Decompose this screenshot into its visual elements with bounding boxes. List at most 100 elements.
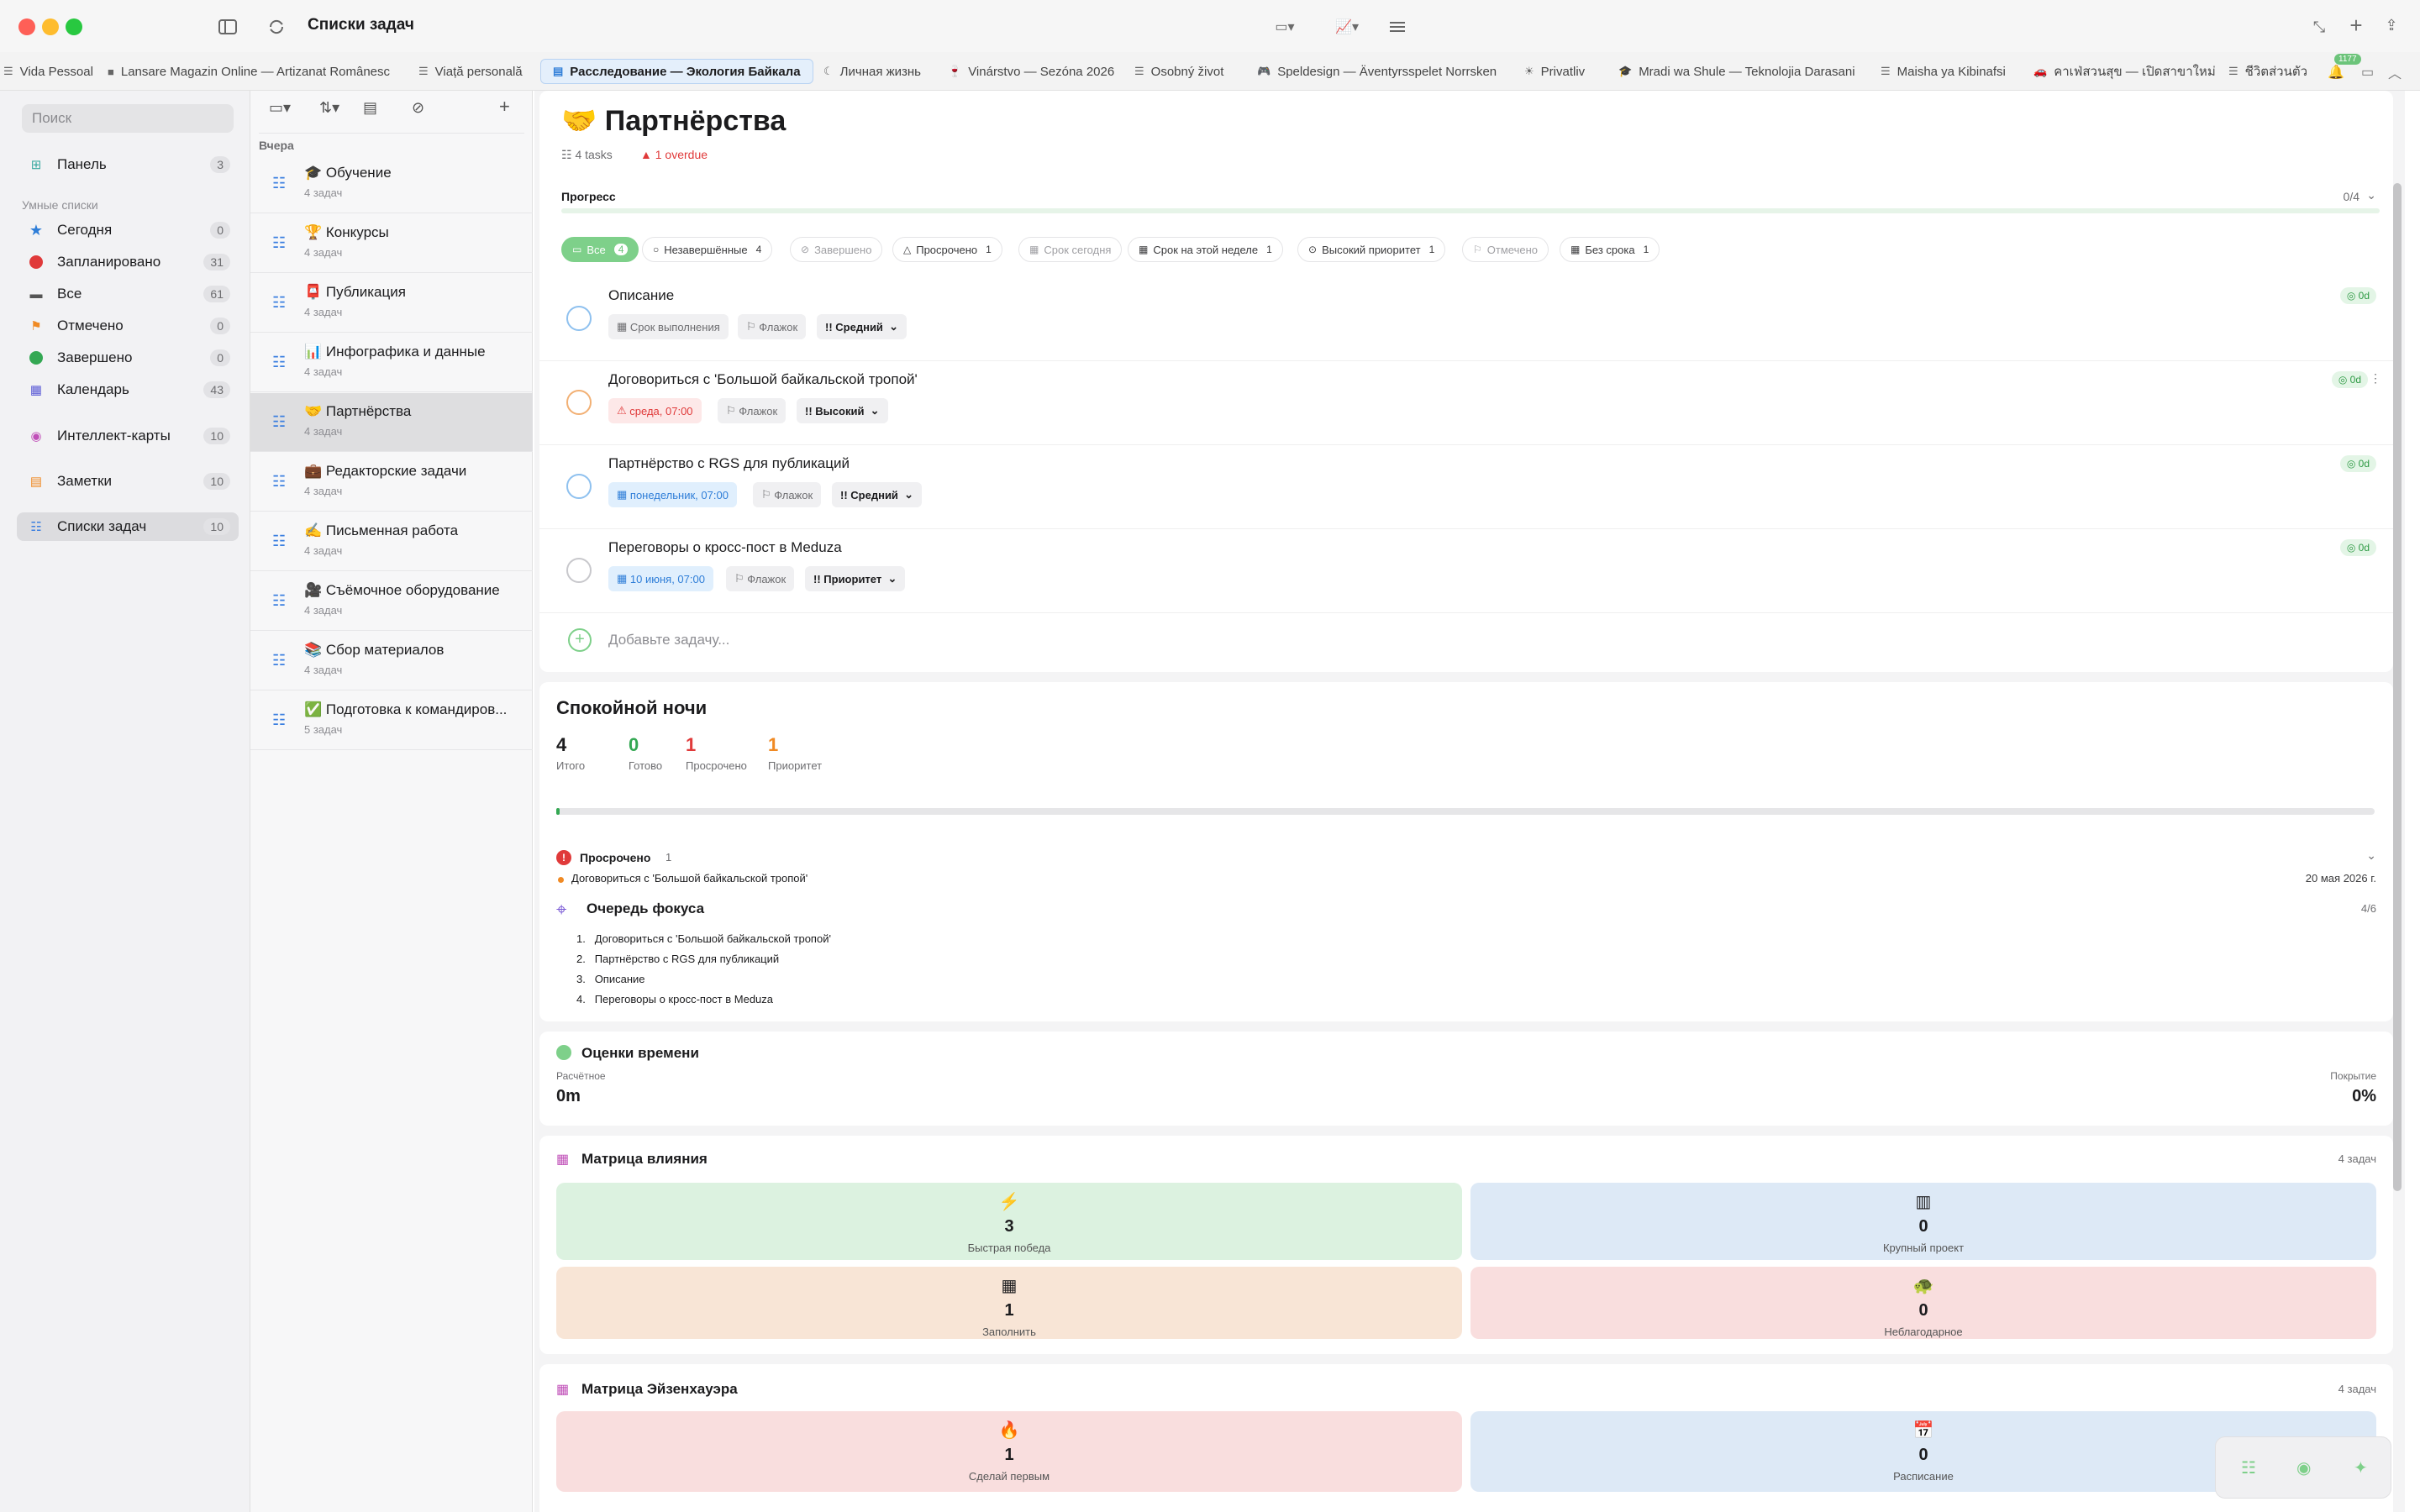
add-task-icon[interactable]: + xyxy=(568,628,592,652)
list-item[interactable]: ☷ 📊 Инфографика и данные 4 задач xyxy=(250,333,533,392)
overdue-task-item[interactable]: Договориться с 'Большой байкальской троп… xyxy=(571,872,808,885)
due-date-pill[interactable]: ▦ понедельник, 07:00 xyxy=(608,482,737,507)
sidebar-item-calendar[interactable]: ▦ Календарь 43 xyxy=(17,375,239,404)
list-item[interactable]: ☷ 🎓 Обучение 4 задач xyxy=(250,155,533,213)
fullscreen-icon[interactable]: ⤡ xyxy=(2312,18,2326,35)
priority-select[interactable]: !! Приоритет ⌄ xyxy=(805,566,906,591)
flag-pill[interactable]: ⚐ Флажок xyxy=(718,398,786,423)
priority-select[interactable]: !! Средний ⌄ xyxy=(832,482,923,507)
task-row[interactable]: Переговоры о кросс-пост в Meduza ▦ 10 ию… xyxy=(539,529,2393,613)
chevron-up-icon[interactable]: ︿ xyxy=(2388,67,2402,81)
share-icon[interactable]: ⇪ xyxy=(2385,16,2398,34)
sidebar-item-panel[interactable]: ⊞ Панель 3 xyxy=(17,150,239,179)
group-view-icon[interactable]: ▤ xyxy=(363,99,378,116)
due-date-pill[interactable]: ▦ Срок выполнения xyxy=(608,314,729,339)
zoom-window-button[interactable] xyxy=(66,18,82,35)
filter-chip-all[interactable]: ▭ Все 4 xyxy=(561,237,639,262)
tab-lichnaya-zhizn[interactable]: ☾ Личная жизнь xyxy=(823,64,921,79)
tab-chiwit[interactable]: ☰ ชีวิตส่วนตัว xyxy=(2228,65,2307,79)
due-date-pill[interactable]: ⚠ среда, 07:00 xyxy=(608,398,702,423)
quadrant-do-first[interactable]: 🔥 1 Сделай первым xyxy=(556,1411,1462,1492)
bell-icon[interactable]: 🔔 xyxy=(2328,66,2344,80)
priority-select[interactable]: !! Средний ⌄ xyxy=(817,314,908,339)
task-row[interactable]: Договориться с 'Большой байкальской троп… xyxy=(539,361,2393,445)
task-checkbox[interactable] xyxy=(566,306,592,331)
tab-cafe[interactable]: 🚗 คาเฟ่สวนสุข — เปิดสาขาใหม่ xyxy=(2033,65,2216,79)
add-list-icon[interactable]: + xyxy=(499,96,510,117)
scrollbar[interactable] xyxy=(2393,183,2402,1191)
filter-chip-no-due[interactable]: ▦ Без срока 1 xyxy=(1560,237,1660,262)
quadrant-fill-in[interactable]: ▦ 1 Заполнить xyxy=(556,1267,1462,1339)
sidebar-item-tasklists[interactable]: ☷ Списки задач 10 xyxy=(17,512,239,541)
priority-select[interactable]: !! Высокий ⌄ xyxy=(797,398,888,423)
sidebar-item-completed[interactable]: Завершено 0 xyxy=(17,344,239,372)
more-icon[interactable]: ⋮ xyxy=(2370,371,2381,385)
sidebar-toggle-icon[interactable] xyxy=(215,15,240,39)
tab-osobny-zivot[interactable]: ☰ Osobný život xyxy=(1134,64,1224,79)
filter-chip-due-this-week[interactable]: ▦ Срок на этой неделе 1 xyxy=(1128,237,1283,262)
filter-chip-flagged[interactable]: ⚐ Отмечено xyxy=(1462,237,1549,262)
focus-item[interactable]: 2. Партнёрство с RGS для публикаций xyxy=(576,953,780,965)
tab-maisha[interactable]: ☰ Maisha ya Kibinafsi xyxy=(1881,64,2006,79)
focus-item[interactable]: 3. Описание xyxy=(576,973,645,985)
tab-baikal-ecology[interactable]: ▤ Расследование — Экология Байкала xyxy=(540,59,813,84)
tab-vinarstvo[interactable]: 🍷 Vinárstvo — Sezóna 2026 xyxy=(948,64,1115,79)
filter-chip-incomplete[interactable]: ○ Незавершённые 4 xyxy=(642,237,773,262)
task-row[interactable]: Описание ▦ Срок выполнения ⚐ Флажок !! С… xyxy=(539,277,2393,361)
brain-icon[interactable]: ◉ xyxy=(2296,1459,2312,1478)
filter-chip-due-today[interactable]: ▦ Срок сегодня xyxy=(1018,237,1123,262)
flag-pill[interactable]: ⚐ Флажок xyxy=(738,314,807,339)
tab-speldesign[interactable]: 🎮 Speldesign — Äventyrsspelet Norrsken xyxy=(1257,64,1497,79)
sync-icon[interactable] xyxy=(264,15,289,39)
sidebar-item-scheduled[interactable]: Запланировано 31 xyxy=(17,248,239,276)
task-title[interactable]: Переговоры о кросс-пост в Meduza xyxy=(608,539,842,555)
sort-menu-icon[interactable]: ⇅▾ xyxy=(319,99,340,116)
filter-chip-high-priority[interactable]: ⊙ Высокий приоритет 1 xyxy=(1297,237,1446,262)
tab-lansare-magazin[interactable]: ■ Lansare Magazin Online — Artizanat Româ… xyxy=(108,64,391,79)
tab-mradi-wa-shule[interactable]: 🎓 Mradi wa Shule — Teknolojia Darasani xyxy=(1618,64,1855,79)
list-item[interactable]: ☷ 📚 Сбор материалов 4 задач xyxy=(250,632,533,690)
view-mode-icon[interactable]: ▭▾ xyxy=(1275,20,1295,34)
task-checkbox[interactable] xyxy=(566,558,592,583)
task-row[interactable]: Партнёрство с RGS для публикаций ▦ понед… xyxy=(539,445,2393,529)
chevron-down-icon[interactable]: ⌄ xyxy=(2366,848,2376,862)
magic-wand-icon[interactable]: ✦ xyxy=(2354,1459,2368,1478)
quadrant-quick-win[interactable]: ⚡ 3 Быстрая победа xyxy=(556,1183,1462,1260)
flag-pill[interactable]: ⚐ Флажок xyxy=(726,566,795,591)
sidebar-item-today[interactable]: ★ Сегодня 0 xyxy=(17,216,239,244)
progress-value[interactable]: 0/4 xyxy=(2343,190,2360,203)
sidebar-item-notes[interactable]: ▤ Заметки 10 xyxy=(17,467,239,496)
panel-icon[interactable]: ▭ xyxy=(2361,66,2375,80)
minimize-window-button[interactable] xyxy=(42,18,59,35)
tab-vida-pessoal[interactable]: ☰ Vida Pessoal xyxy=(3,64,93,79)
completed-toggle-icon[interactable]: ⊘ xyxy=(412,99,425,116)
chart-icon[interactable]: 📈▾ xyxy=(1335,20,1359,34)
quadrant-major-project[interactable]: ▥ 0 Крупный проект xyxy=(1470,1183,2376,1260)
sidebar-item-mindmaps[interactable]: ◉ Интеллект-карты 10 xyxy=(17,422,239,450)
focus-item[interactable]: 1. Договориться с 'Большой байкальской т… xyxy=(576,932,831,945)
list-item[interactable]: ☷ 📮 Публикация 4 задач xyxy=(250,274,533,333)
list-item-selected[interactable]: ☷ 🤝 Партнёрства 4 задач xyxy=(250,393,533,452)
list-item[interactable]: ☷ ✍️ Письменная работа 4 задач xyxy=(250,512,533,571)
search-input[interactable]: Поиск xyxy=(22,104,234,133)
add-icon[interactable]: + xyxy=(2349,12,2363,38)
list-item[interactable]: ☷ 💼 Редакторские задачи 4 задач xyxy=(250,453,533,512)
task-title[interactable]: Договориться с 'Большой байкальской троп… xyxy=(608,371,918,387)
tab-privatliv[interactable]: ☀ Privatliv xyxy=(1524,64,1586,79)
filter-chip-completed[interactable]: ⊘ Завершено xyxy=(790,237,883,262)
chevron-down-icon[interactable]: ⌄ xyxy=(2366,188,2376,202)
add-task-input[interactable]: Добавьте задачу... xyxy=(608,632,730,648)
sidebar-item-all[interactable]: ▬ Все 61 xyxy=(17,280,239,308)
archive-menu-icon[interactable]: ▭▾ xyxy=(269,99,292,116)
task-title[interactable]: Партнёрство с RGS для публикаций xyxy=(608,455,850,471)
checklist-icon[interactable]: ☷ xyxy=(2241,1459,2256,1478)
flag-pill[interactable]: ⚐ Флажок xyxy=(753,482,822,507)
focus-item[interactable]: 4. Переговоры о кросс-пост в Meduza xyxy=(576,993,774,1005)
list-item[interactable]: ☷ ✅ Подготовка к командиров... 5 задач xyxy=(250,691,533,750)
list-item[interactable]: ☷ 🏆 Конкурсы 4 задач xyxy=(250,214,533,273)
filter-chip-overdue[interactable]: △ Просрочено 1 xyxy=(892,237,1002,262)
quadrant-thankless[interactable]: 🐢 0 Неблагодарное xyxy=(1470,1267,2376,1339)
due-date-pill[interactable]: ▦ 10 июня, 07:00 xyxy=(608,566,713,591)
sidebar-item-flagged[interactable]: ⚑ Отмечено 0 xyxy=(17,312,239,340)
task-title[interactable]: Описание xyxy=(608,287,675,303)
